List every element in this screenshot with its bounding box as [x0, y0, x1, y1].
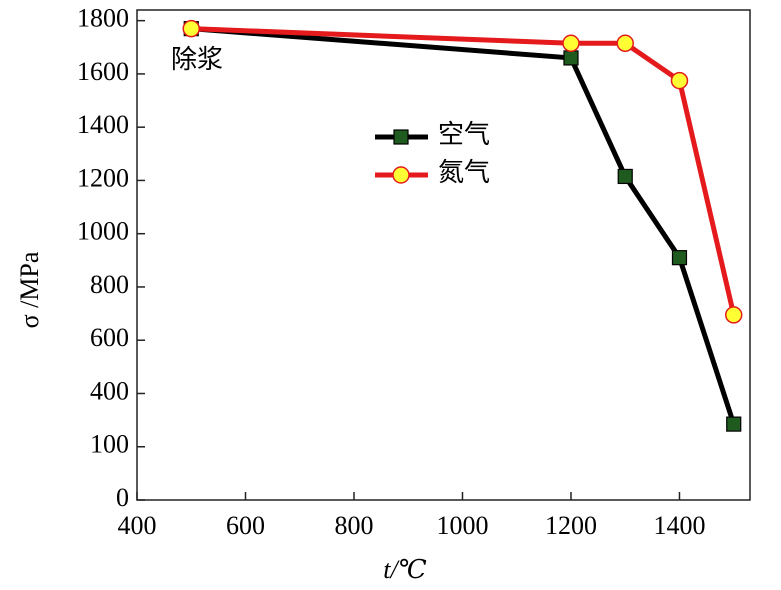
y-tick-label: 1000: [77, 217, 129, 246]
y-tick-label: 0: [116, 483, 129, 512]
y-tick-label: 1600: [77, 57, 129, 86]
y-axis-label: σ /MPa: [15, 251, 44, 328]
legend-label: 空气: [438, 120, 490, 149]
marker: [726, 416, 742, 432]
plot-frame: [136, 9, 751, 501]
annotation: 除浆: [171, 45, 223, 74]
marker: [724, 306, 743, 324]
x-tick-label: 600: [226, 511, 265, 540]
x-axis-label: t/℃: [383, 555, 427, 584]
y-tick-label: 1200: [77, 163, 129, 192]
y-tick-label: 1400: [77, 110, 129, 139]
y-tick-label: 600: [90, 323, 129, 352]
marker: [182, 19, 200, 38]
y-tick-label: 1800: [77, 4, 129, 33]
y-tick-label: 800: [90, 270, 129, 299]
marker: [671, 250, 688, 266]
x-tick-label: 800: [334, 511, 373, 540]
y-tick-label: 400: [90, 376, 129, 405]
legend-marker: [393, 129, 409, 145]
marker: [616, 34, 634, 53]
x-tick-label: 1000: [436, 511, 488, 540]
series-line: [191, 26, 737, 425]
x-tick-label: 400: [118, 511, 157, 540]
legend-label: 氮气: [438, 158, 490, 187]
x-tick-label: 1400: [653, 511, 705, 540]
x-tick-label: 1200: [545, 511, 597, 540]
y-tick-label: 100: [90, 430, 129, 459]
marker: [563, 50, 579, 66]
marker: [562, 34, 580, 53]
marker: [617, 168, 633, 185]
marker: [670, 71, 689, 90]
legend-marker: [392, 166, 410, 184]
